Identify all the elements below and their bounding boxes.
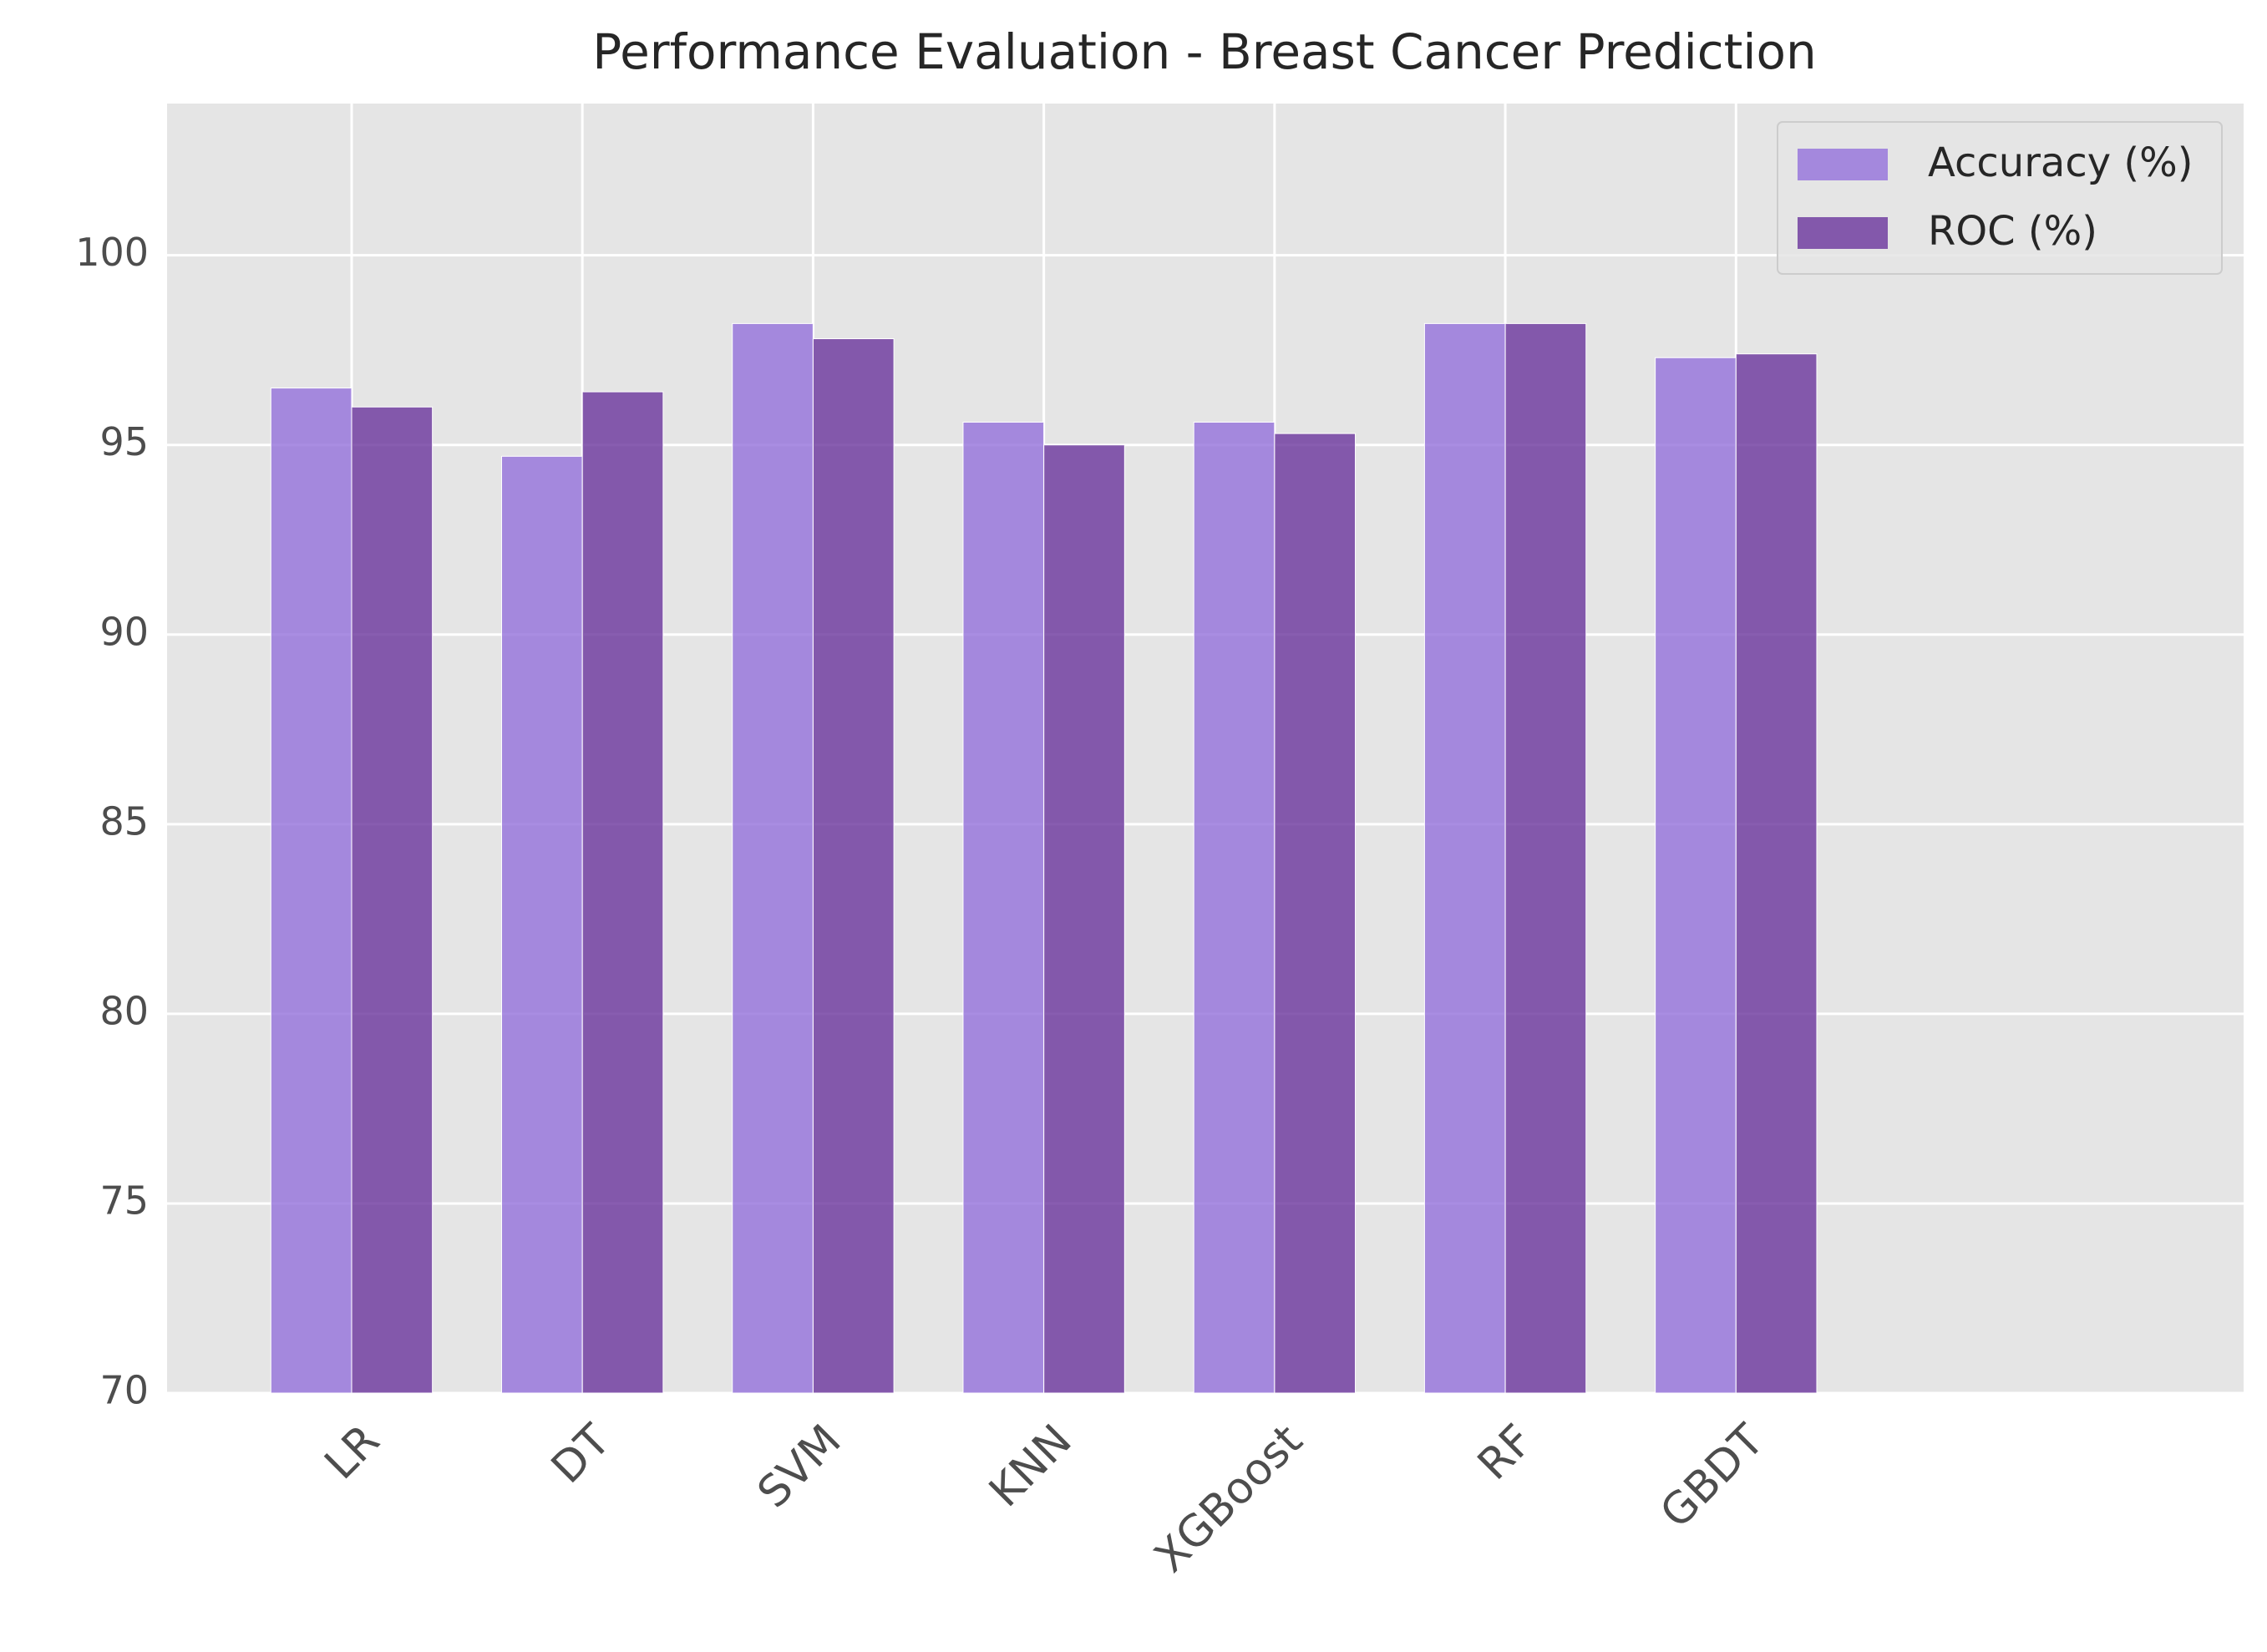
x-tick-label: SVM (748, 1416, 851, 1518)
bar-roc-xgboost (1274, 433, 1357, 1394)
x-tick-label: KNN (980, 1416, 1082, 1518)
bar-roc-rf (1504, 322, 1587, 1394)
bar-roc-gbdt (1735, 353, 1818, 1394)
bar-roc-lr (351, 406, 434, 1394)
y-tick-label: 75 (99, 1178, 149, 1223)
bar-accuracy-gbdt (1655, 357, 1737, 1394)
bar-accuracy-lr (270, 388, 352, 1394)
bar-accuracy-dt (501, 455, 583, 1394)
x-tick-label: XGBoost (1145, 1416, 1312, 1583)
legend: Accuracy (%) ROC (%) (1777, 121, 2223, 275)
y-tick-label: 85 (99, 798, 149, 844)
bar-accuracy-rf (1423, 322, 1506, 1394)
bar-roc-knn (1043, 444, 1125, 1394)
bar-roc-svm (812, 338, 895, 1394)
bar-roc-dt (581, 391, 664, 1394)
legend-label: ROC (%) (1928, 208, 2097, 255)
bar-accuracy-xgboost (1193, 421, 1276, 1394)
legend-box (1777, 121, 2223, 275)
y-tick-label: 95 (99, 419, 149, 464)
bar-accuracy-svm (732, 322, 814, 1394)
x-tick-label: RF (1468, 1416, 1543, 1490)
y-tick-label: 80 (99, 988, 149, 1033)
y-tick-label: 90 (99, 609, 149, 654)
y-tick-label: 70 (99, 1368, 149, 1413)
legend-swatch (1798, 149, 1888, 180)
chart-title: Performance Evaluation - Breast Cancer P… (592, 23, 1817, 80)
legend-swatch (1798, 217, 1888, 249)
x-tick-label: DT (542, 1416, 620, 1493)
x-tick-label: GBDT (1651, 1416, 1773, 1538)
legend-label: Accuracy (%) (1928, 139, 2193, 186)
y-tick-label: 100 (75, 230, 149, 275)
x-tick-label: LR (316, 1416, 389, 1489)
bar-accuracy-knn (962, 421, 1045, 1394)
